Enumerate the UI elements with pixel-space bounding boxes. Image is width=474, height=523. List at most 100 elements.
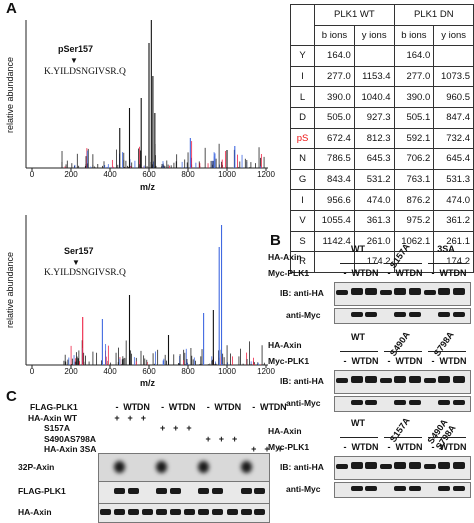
residue-cell: V — [289, 209, 316, 232]
x-tick-label: 1200 — [257, 170, 275, 179]
b-ha-band — [350, 288, 363, 295]
ion-table-row: G 843.4 531.2 763.1 531.3 — [289, 168, 474, 191]
c-lane-mark: WT — [168, 402, 183, 412]
b-myc-band — [452, 486, 465, 491]
c-lane-mark: + — [140, 412, 147, 423]
ion-table-sub-row: b ions y ions b ions y ions — [291, 24, 474, 47]
c-band — [100, 509, 111, 515]
b-myc-band — [394, 486, 407, 491]
ion-table-row: pS 672.4 812.3 592.1 732.4 — [289, 127, 474, 150]
c-band — [240, 509, 252, 515]
b-axin-group: WT — [351, 418, 365, 428]
b-lane-label: WT — [351, 442, 366, 452]
bottom-ylabel: relative abundance — [5, 251, 15, 329]
c-lane-mark: WT — [123, 402, 138, 412]
top-site-arrow: ▼ — [70, 56, 78, 65]
ion-mass-cell: 531.2 — [353, 168, 395, 191]
b-ha-band — [336, 290, 348, 295]
group-plk1-wt: PLK1 WT — [314, 4, 395, 26]
c-lane-mark: + — [205, 433, 211, 444]
c-lane-mark: - — [252, 402, 256, 412]
b-axin-label: HA-Axin — [268, 426, 302, 436]
ion-table-corner — [289, 3, 316, 47]
sub-y-wt: y ions — [353, 24, 395, 47]
c-lane-mark: + — [251, 444, 257, 454]
x-tick-label: 0 — [29, 170, 35, 179]
b-lane-label: DN — [409, 356, 423, 366]
b-group-underline — [340, 351, 378, 352]
b-myc-band — [452, 400, 465, 405]
b-myc-band — [438, 400, 451, 405]
b-ha-band — [365, 376, 378, 383]
c-band — [198, 509, 210, 515]
c-lane-mark: WT — [214, 402, 229, 412]
c-band — [113, 509, 125, 515]
c-lane-mark: - — [161, 402, 165, 412]
c-lane-mark: DN — [273, 402, 287, 412]
ion-mass-cell: 164.0 — [314, 45, 355, 67]
b-axin-label: HA-Axin — [268, 252, 302, 262]
b-group-underline — [384, 263, 422, 264]
bottom-xtick-labels: 0 200 400 600 800 1000 1200 — [0, 367, 290, 379]
b-lane-label: WT — [395, 356, 410, 366]
b-myc-band — [409, 486, 421, 491]
b-ha-band — [379, 378, 392, 383]
b-ha-band — [365, 462, 378, 469]
b-myc-band — [365, 400, 378, 405]
x-tick-label: 1200 — [257, 367, 275, 376]
b-lane-label: - — [431, 442, 435, 452]
b-lane-label: WT — [351, 356, 366, 366]
b-ha-band — [394, 462, 407, 469]
ion-mass-cell: 812.3 — [353, 127, 395, 150]
top-xtick-labels: 0 200 400 600 800 1000 1200 — [0, 170, 290, 182]
sub-b-wt: b ions — [314, 24, 355, 47]
x-tick-label: 800 — [181, 367, 195, 376]
residue-cell: L — [289, 86, 316, 108]
ion-mass-cell: 960.5 — [433, 86, 474, 108]
ion-table-group-row: PLK1 WT PLK1 DN — [289, 3, 474, 47]
c-band — [156, 509, 168, 515]
b-ha-band — [423, 290, 436, 295]
b-group-underline — [428, 263, 466, 264]
c-band — [127, 488, 139, 494]
b-lane-label: - — [343, 268, 347, 278]
b-ha-band — [350, 462, 363, 469]
b-ha-band — [423, 378, 436, 383]
c-band — [226, 509, 238, 515]
c-lane-mark: - — [115, 402, 119, 412]
b-lane-label: DN — [453, 268, 467, 278]
c-blot-label: HA-Axin — [18, 507, 52, 517]
b-lane-label: WT — [439, 442, 454, 452]
c-band — [170, 509, 181, 515]
ion-mass-cell: 505.0 — [314, 106, 355, 129]
ion-table: PLK1 WT PLK1 DN b ions y ions b ions y i… — [289, 3, 474, 273]
bottom-site-arrow: ▼ — [72, 258, 80, 267]
x-tick-label: 1000 — [218, 170, 236, 179]
b-ha-band — [452, 376, 465, 383]
b-myc-band — [394, 312, 407, 317]
residue-cell: I — [289, 65, 316, 88]
c-band — [254, 488, 266, 494]
b-ha-band — [365, 288, 378, 295]
b-plk-label: Myc-PLK1 — [268, 268, 310, 278]
b-myc-band — [350, 312, 363, 317]
b-lane-label: WT — [351, 268, 366, 278]
c-row-label: S157A — [44, 423, 70, 433]
b-group-underline — [384, 437, 422, 438]
b-lane-label: DN — [409, 268, 423, 278]
ion-mass-cell: 927.3 — [353, 106, 395, 129]
b-lane-label: WT — [395, 442, 410, 452]
b-lane-label: DN — [409, 442, 423, 452]
ion-mass-cell: 505.1 — [393, 106, 435, 129]
c-lane-mark: WT — [260, 402, 274, 412]
c-lane-mark: + — [264, 444, 270, 454]
ion-mass-cell: 763.1 — [393, 168, 435, 191]
x-tick-label: 600 — [142, 367, 156, 376]
b-ha-band — [423, 464, 436, 469]
c-lane-mark: + — [231, 433, 238, 444]
c-band — [156, 461, 168, 473]
ion-mass-cell: 361.3 — [353, 209, 395, 232]
b-ha-band — [409, 288, 421, 295]
residue-cell: Y — [289, 45, 316, 67]
b-group-underline — [384, 351, 422, 352]
